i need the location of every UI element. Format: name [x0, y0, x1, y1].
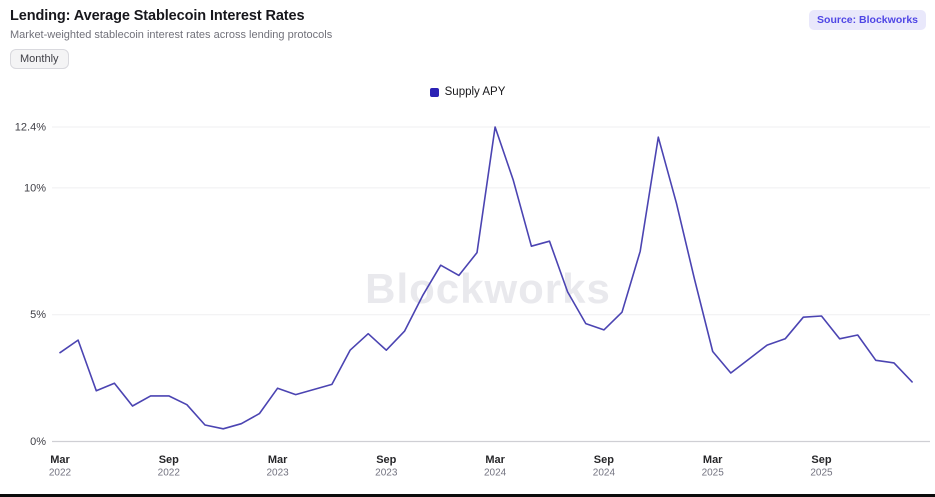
- page-subtitle: Market-weighted stablecoin interest rate…: [10, 29, 333, 41]
- x-axis-tick-year: 2023: [375, 468, 398, 479]
- legend-label: Supply APY: [444, 86, 506, 98]
- x-axis-tick-year: 2024: [593, 468, 616, 479]
- x-axis-tick-month: Sep: [594, 454, 614, 466]
- x-axis-tick-month: Mar: [268, 454, 288, 466]
- y-axis-tick-label: 5%: [30, 309, 46, 321]
- supply-apy-line[interactable]: [59, 126, 913, 430]
- x-axis-tick-year: 2022: [49, 468, 72, 479]
- x-axis-tick-month: Mar: [485, 454, 505, 466]
- page-title: Lending: Average Stablecoin Interest Rat…: [10, 8, 305, 24]
- chart-plot-area[interactable]: 0% 5% 10% 12.4% Blockworks Mar 2022 Sep 2022 Mar 2…: [0, 100, 935, 497]
- source-badge[interactable]: Source: Blockworks: [809, 10, 926, 30]
- x-axis-tick-year: 2025: [702, 468, 725, 479]
- x-axis-tick-month: Mar: [50, 454, 70, 466]
- frequency-monthly-button[interactable]: Monthly: [10, 49, 69, 69]
- x-axis-tick-month: Mar: [703, 454, 723, 466]
- watermark: Blockworks: [365, 265, 611, 312]
- x-axis-tick-year: 2022: [158, 468, 181, 479]
- legend-item-supply-apy[interactable]: Supply APY: [0, 86, 935, 98]
- y-axis-tick-label: 0%: [30, 436, 46, 448]
- legend-marker-icon: [429, 87, 439, 97]
- x-axis-tick-month: Sep: [811, 454, 831, 466]
- x-axis-tick-month: Sep: [376, 454, 396, 466]
- window-bottom-edge: [0, 494, 935, 497]
- x-axis-tick-year: 2025: [810, 468, 833, 479]
- y-axis-tick-label: 12.4%: [15, 122, 46, 134]
- x-axis-tick-year: 2023: [266, 468, 289, 479]
- x-axis-tick-month: Sep: [159, 454, 179, 466]
- x-axis-tick-year: 2024: [484, 468, 507, 479]
- y-axis-tick-label: 10%: [24, 182, 46, 194]
